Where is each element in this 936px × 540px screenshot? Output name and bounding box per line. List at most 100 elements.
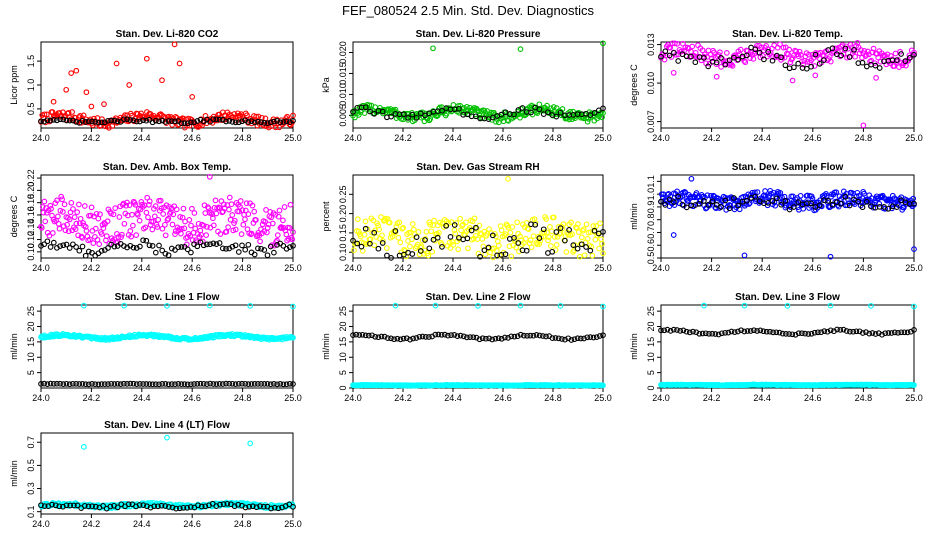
data-point bbox=[717, 49, 723, 56]
data-point bbox=[427, 221, 434, 228]
data-point bbox=[576, 253, 583, 260]
data-point bbox=[162, 381, 169, 387]
y-axis-label: ml/min bbox=[629, 333, 639, 360]
data-point bbox=[464, 235, 471, 242]
y-tick-label: 5 bbox=[338, 370, 348, 375]
data-point bbox=[111, 117, 118, 124]
data-point bbox=[680, 327, 687, 334]
y-tick-label: 0.1 bbox=[26, 505, 36, 518]
data-point bbox=[473, 224, 479, 231]
data-point bbox=[210, 215, 216, 222]
data-point bbox=[155, 503, 161, 510]
data-point bbox=[40, 209, 47, 216]
data-point bbox=[41, 380, 48, 387]
outlier-point bbox=[557, 303, 564, 309]
data-point bbox=[426, 334, 432, 340]
data-point bbox=[98, 381, 105, 387]
data-point bbox=[226, 194, 233, 201]
x-tick-label: 25.0 bbox=[594, 393, 612, 403]
data-point bbox=[264, 381, 271, 387]
data-point bbox=[658, 198, 664, 205]
data-point bbox=[789, 55, 796, 61]
data-point bbox=[470, 334, 477, 341]
data-point bbox=[392, 228, 399, 234]
y-axis-label: degrees C bbox=[9, 195, 19, 237]
data-point bbox=[876, 65, 883, 71]
data-point bbox=[409, 111, 416, 118]
data-point bbox=[827, 327, 834, 334]
data-point bbox=[712, 331, 719, 337]
data-point bbox=[688, 53, 694, 60]
data-point bbox=[108, 117, 115, 124]
data-point bbox=[540, 333, 546, 339]
data-point bbox=[110, 211, 117, 218]
data-point bbox=[796, 48, 803, 55]
data-point bbox=[238, 231, 245, 237]
data-point bbox=[866, 330, 873, 337]
data-point bbox=[245, 241, 252, 248]
data-point bbox=[683, 328, 690, 335]
data-point bbox=[405, 115, 411, 121]
data-point bbox=[136, 502, 143, 508]
data-point bbox=[543, 333, 549, 340]
outlier-point bbox=[741, 252, 748, 259]
data-point bbox=[264, 120, 271, 126]
data-point bbox=[57, 243, 63, 249]
data-point bbox=[152, 381, 159, 388]
y-tick-label: 0.5 bbox=[26, 459, 36, 472]
data-point bbox=[568, 337, 575, 343]
data-point bbox=[842, 45, 849, 52]
outlier-point bbox=[63, 86, 70, 93]
x-tick-label: 24.0 bbox=[32, 133, 50, 143]
data-point bbox=[101, 119, 108, 126]
data-point bbox=[67, 502, 74, 509]
data-point bbox=[754, 189, 761, 195]
data-point bbox=[434, 234, 441, 241]
x-tick-label: 25.0 bbox=[905, 133, 923, 143]
data-point bbox=[223, 380, 229, 387]
data-point bbox=[204, 224, 210, 230]
series-subset bbox=[350, 104, 606, 122]
data-point bbox=[191, 381, 197, 387]
data-point bbox=[467, 334, 473, 340]
data-point bbox=[108, 210, 114, 217]
data-point bbox=[178, 244, 185, 250]
chart-title: Stan. Dev. Amb. Box Temp. bbox=[103, 162, 231, 173]
data-point bbox=[47, 380, 54, 387]
data-point bbox=[545, 109, 551, 116]
data-point bbox=[290, 504, 296, 510]
data-point bbox=[60, 116, 67, 123]
data-point bbox=[671, 49, 677, 56]
data-point bbox=[530, 332, 537, 339]
data-point bbox=[378, 214, 384, 220]
data-point bbox=[423, 228, 430, 235]
data-point bbox=[257, 238, 263, 245]
data-point bbox=[235, 249, 242, 255]
data-point bbox=[780, 44, 787, 51]
y-tick-label: 0.005 bbox=[338, 104, 348, 127]
data-point bbox=[50, 116, 57, 123]
data-point bbox=[763, 198, 770, 205]
data-point bbox=[838, 52, 844, 59]
data-point bbox=[728, 328, 735, 335]
data-point bbox=[92, 225, 99, 232]
data-point bbox=[130, 222, 136, 229]
data-point bbox=[245, 381, 252, 387]
data-point bbox=[777, 190, 784, 196]
y-tick-label: 10 bbox=[338, 352, 348, 362]
data-point bbox=[658, 53, 664, 60]
data-point bbox=[365, 332, 372, 339]
outlier-point bbox=[73, 67, 80, 74]
data-point bbox=[351, 247, 357, 254]
data-point bbox=[815, 329, 821, 336]
data-point bbox=[217, 501, 223, 508]
data-point bbox=[204, 381, 210, 387]
x-tick-label: 24.0 bbox=[652, 393, 670, 403]
data-point bbox=[553, 229, 560, 235]
data-point bbox=[140, 502, 147, 508]
data-point bbox=[600, 228, 606, 235]
data-point bbox=[686, 329, 693, 336]
outlier-point bbox=[83, 89, 90, 96]
data-point bbox=[82, 119, 89, 125]
data-point bbox=[584, 118, 591, 125]
